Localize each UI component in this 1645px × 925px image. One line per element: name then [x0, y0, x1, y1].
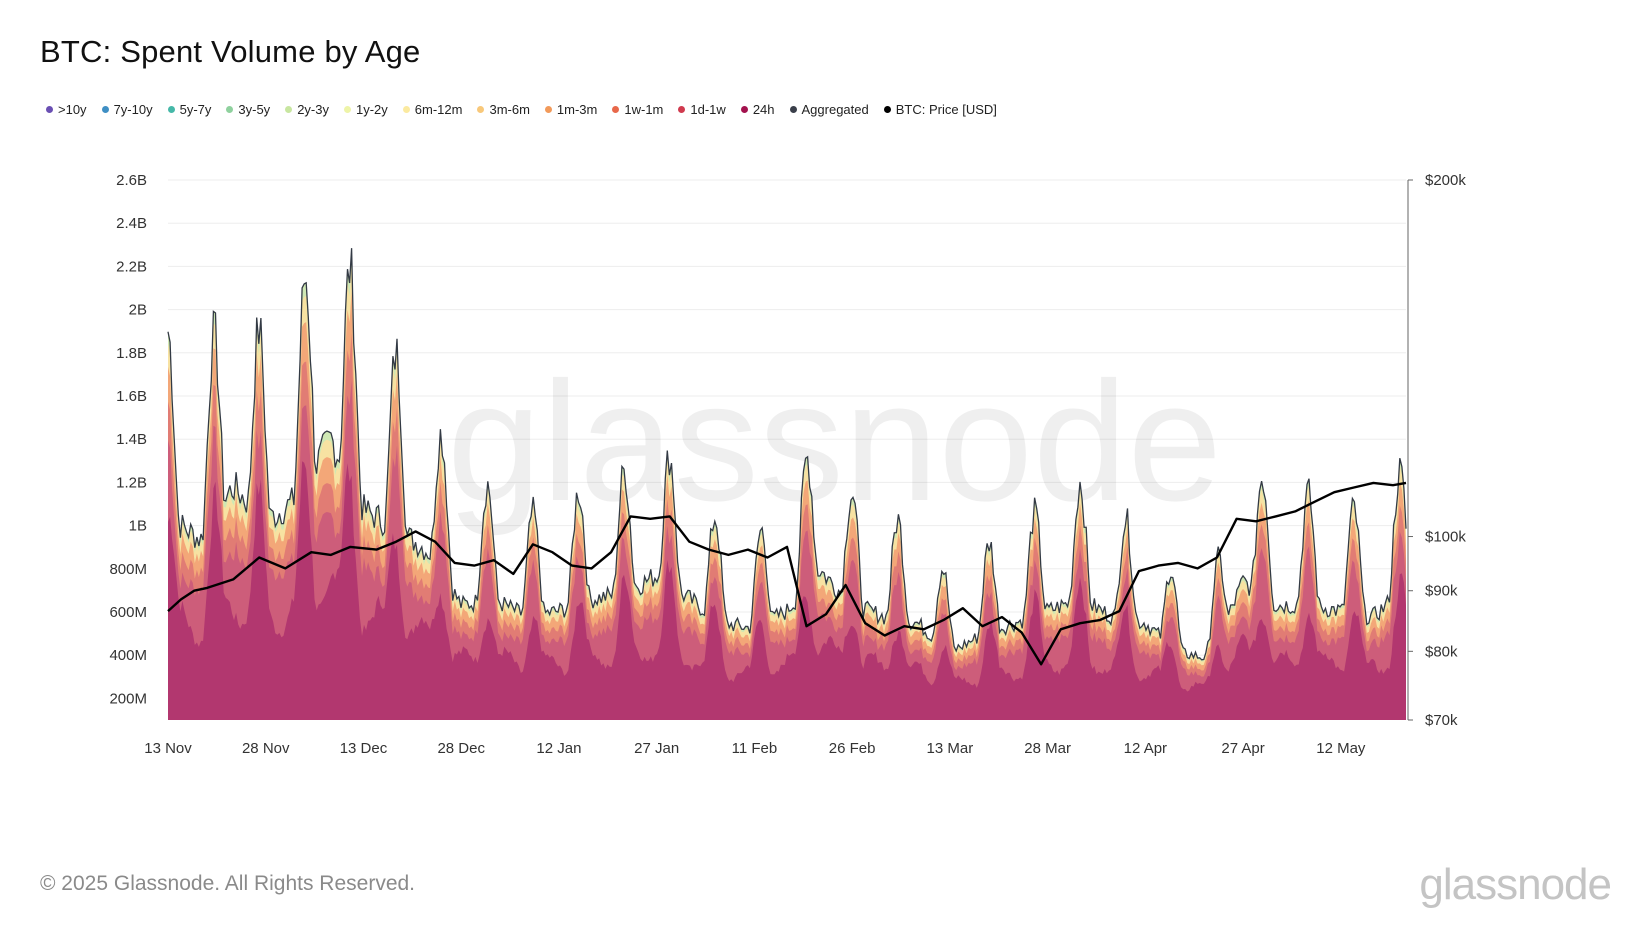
- area-1m-3m: [168, 290, 1406, 720]
- legend-dot-icon: [46, 106, 53, 113]
- area-2y-3y: [168, 248, 1406, 720]
- legend-item[interactable]: 1d-1w: [678, 102, 726, 117]
- legend-item[interactable]: 3m-6m: [477, 102, 530, 117]
- x-tick-label: 13 Nov: [144, 740, 192, 757]
- legend-label: BTC: Price [USD]: [895, 102, 997, 117]
- legend-dot-icon: [402, 106, 410, 113]
- copyright-footer: © 2025 Glassnode. All Rights Reserved.: [40, 872, 416, 895]
- area-6m-12m: [168, 262, 1406, 720]
- legend-item[interactable]: >10y: [46, 102, 87, 117]
- legend-item[interactable]: 24h: [740, 102, 775, 117]
- y-left-tick-label: 200M: [109, 690, 147, 707]
- legend-label: 1m-3m: [556, 102, 598, 117]
- y-right-tick-label: $200k: [1425, 172, 1466, 189]
- x-tick-label: 13 Mar: [927, 740, 974, 757]
- x-tick-label: 28 Mar: [1024, 740, 1071, 757]
- legend-dot-icon: [789, 106, 797, 113]
- legend-dot-icon: [167, 106, 175, 113]
- stacked-areas: [168, 248, 1406, 720]
- legend-label: >10y: [58, 102, 87, 117]
- legend-label: 7y-10y: [113, 102, 153, 117]
- legend-label: 2y-3y: [297, 102, 329, 117]
- x-tick-label: 11 Feb: [732, 740, 778, 757]
- legend-dot-icon: [101, 106, 109, 113]
- legend-item[interactable]: BTC: Price [USD]: [883, 102, 997, 117]
- y-right-tick-label: $80k: [1425, 643, 1458, 660]
- legend-dot-icon: [612, 106, 620, 113]
- y-left-tick-label: 1B: [129, 518, 147, 535]
- glassnode-logo: glassnode: [1419, 860, 1612, 909]
- legend-item[interactable]: 1y-2y: [343, 102, 388, 117]
- x-tick-label: 13 Dec: [340, 740, 388, 757]
- y-left-tick-label: 2.6B: [116, 172, 147, 189]
- legend-dot-icon: [740, 106, 748, 113]
- legend-dot-icon: [285, 106, 293, 113]
- y-right-tick-label: $100k: [1425, 529, 1466, 546]
- y-left-tick-label: 2.4B: [116, 215, 147, 232]
- legend-label: 5y-7y: [179, 102, 212, 117]
- legend-item[interactable]: 5y-7y: [167, 102, 212, 117]
- watermark: glassnode: [447, 347, 1222, 537]
- y-right-tick-label: $70k: [1425, 712, 1458, 729]
- legend-label: 3y-5y: [238, 102, 271, 117]
- axes: 200M 400M 600M 800M 1B 1.2B 1.4B 1.6B 1.8B 2B 2.2B…: [109, 172, 1466, 757]
- y-left-tick-label: 800M: [109, 561, 147, 578]
- legend-item[interactable]: 3y-5y: [226, 102, 270, 117]
- legend-dot-icon: [477, 106, 485, 113]
- legend-label: Aggregated: [801, 102, 869, 117]
- x-tick-label: 27 Apr: [1221, 740, 1264, 757]
- legend-label: 6m-12m: [414, 102, 463, 117]
- legend-dot-icon: [343, 106, 351, 113]
- y-left-tick-label: 1.2B: [116, 474, 147, 491]
- y-left-tick-label: 2B: [129, 302, 147, 319]
- legend-label: 3m-6m: [489, 102, 530, 117]
- y-left-tick-label: 1.6B: [116, 388, 147, 405]
- legend-item[interactable]: 2y-3y: [285, 102, 329, 117]
- y-left-tick-label: 600M: [109, 604, 147, 621]
- legend-label: 24h: [752, 102, 775, 117]
- legend: >10y 7y-10y 5y-7y 3y-5y 2y-3y 1y-2y 6m-12m 3m-6…: [46, 102, 1012, 117]
- x-tick-label: 28 Dec: [437, 740, 485, 757]
- price-line: [167, 481, 1407, 666]
- legend-dot-icon: [226, 106, 234, 113]
- x-tick-label: 12 Apr: [1124, 740, 1167, 757]
- y-left-tick-label: 1.4B: [116, 431, 147, 448]
- y-left-tick-label: 1.8B: [116, 345, 147, 362]
- area-24h: [168, 461, 1406, 720]
- legend-dot-icon: [678, 106, 686, 113]
- legend-item[interactable]: 7y-10y: [101, 102, 153, 117]
- y-right-tick-label: $90k: [1425, 583, 1458, 600]
- area-1d-1w: [168, 380, 1406, 720]
- legend-dot-icon: [544, 106, 552, 113]
- x-tick-label: 12 May: [1316, 740, 1366, 757]
- x-tick-label: 26 Feb: [829, 740, 876, 757]
- x-tick-label: 27 Jan: [634, 740, 679, 757]
- legend-dot-icon: [883, 106, 891, 113]
- legend-item[interactable]: Aggregated: [789, 102, 869, 117]
- aggregated-series-line: [167, 248, 1407, 661]
- chart-title: BTC: Spent Volume by Age: [40, 34, 421, 69]
- legend-item[interactable]: 1w-1m: [612, 102, 663, 117]
- legend-label: 1w-1m: [624, 102, 664, 117]
- legend-label: 1d-1w: [690, 102, 726, 117]
- y-left-tick-label: 2.2B: [116, 258, 147, 275]
- legend-label: 1y-2y: [355, 102, 388, 117]
- btc-price-line: [167, 481, 1407, 666]
- area-1w-1m: [168, 333, 1406, 720]
- x-tick-label: 28 Nov: [242, 740, 290, 757]
- y-left-tick-label: 400M: [109, 647, 147, 664]
- legend-item[interactable]: 1m-3m: [544, 102, 598, 117]
- legend-item[interactable]: 6m-12m: [402, 102, 463, 117]
- x-tick-label: 12 Jan: [536, 740, 581, 757]
- aggregated-line: [167, 248, 1407, 661]
